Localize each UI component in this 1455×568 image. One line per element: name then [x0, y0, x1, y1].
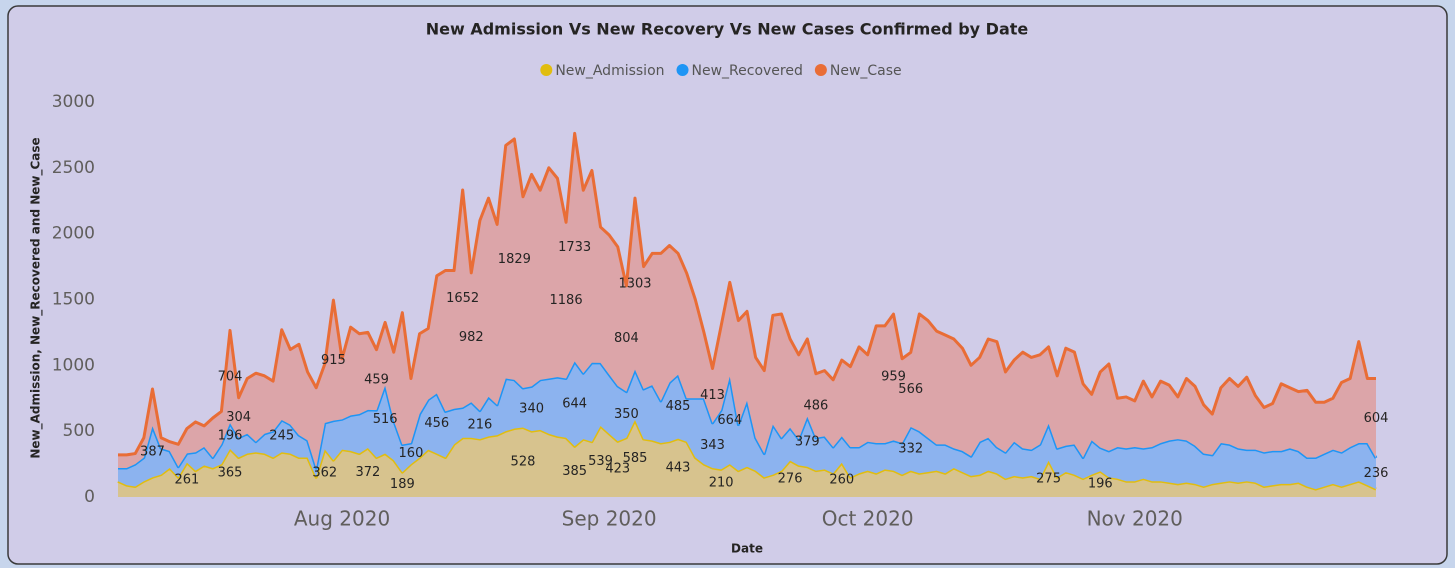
data-label: 160 — [399, 446, 424, 461]
legend-swatch — [540, 64, 553, 76]
data-label: 275 — [1036, 471, 1061, 486]
data-label: 566 — [898, 382, 923, 397]
data-label: 982 — [459, 330, 484, 345]
y-axis-label: New_Admission, New_Recovered and New_Cas… — [29, 137, 44, 458]
legend-swatch — [814, 64, 827, 76]
data-label: 196 — [1088, 477, 1113, 492]
data-label: 804 — [614, 331, 639, 346]
data-label: 210 — [709, 476, 734, 491]
legend-item: New_Admission — [540, 63, 665, 79]
legend-label: New_Case — [830, 63, 902, 79]
data-label: 1652 — [446, 291, 479, 306]
area-fill — [118, 133, 1376, 469]
data-label: 1303 — [618, 276, 651, 291]
data-label: 365 — [218, 465, 243, 480]
data-label: 216 — [467, 417, 492, 432]
data-label: 704 — [218, 369, 243, 384]
data-label: 245 — [269, 429, 294, 444]
data-label: 332 — [898, 441, 923, 456]
y-tick-label: 1500 — [52, 290, 95, 310]
x-tick-label: Oct 2020 — [822, 507, 914, 531]
plot-area — [117, 131, 1378, 497]
legend: New_Admission New_Recovered New_Case — [540, 63, 902, 79]
data-label: 413 — [700, 388, 725, 403]
data-label: 236 — [1364, 466, 1389, 481]
data-label: 456 — [424, 416, 449, 431]
data-label: 423 — [605, 462, 630, 477]
area-fill — [118, 361, 1376, 490]
data-label: 350 — [614, 407, 639, 422]
y-tick-label: 500 — [63, 421, 95, 441]
data-label: 585 — [623, 451, 648, 466]
data-label: 1733 — [558, 240, 591, 255]
data-label: 915 — [321, 353, 346, 368]
data-label: 189 — [390, 477, 415, 492]
x-axis-label: Date — [731, 542, 763, 556]
x-tick-label: Aug 2020 — [294, 507, 390, 531]
y-tick-label: 2500 — [52, 158, 95, 178]
data-label: 443 — [666, 460, 691, 475]
data-label: 261 — [175, 472, 200, 487]
data-label: 644 — [562, 396, 587, 411]
y-tick-label: 1000 — [52, 355, 95, 375]
data-label: 539 — [588, 454, 613, 469]
x-tick-label: Nov 2020 — [1087, 507, 1183, 531]
data-label: 959 — [881, 370, 906, 385]
data-label: 379 — [795, 434, 820, 449]
data-label: 372 — [355, 465, 380, 480]
legend-label: New_Recovered — [692, 63, 803, 79]
legend-swatch — [676, 64, 689, 76]
y-tick-label: 2000 — [52, 224, 95, 244]
y-tick-label: 0 — [84, 487, 95, 507]
data-label: 260 — [829, 472, 854, 487]
data-label: 485 — [666, 399, 691, 414]
data-label: 459 — [364, 372, 389, 387]
x-tick-label: Sep 2020 — [562, 507, 657, 531]
legend-label: New_Admission — [555, 63, 664, 79]
data-label: 1829 — [498, 252, 531, 267]
data-label: 304 — [226, 410, 251, 425]
data-label: 276 — [778, 471, 803, 486]
data-label: 528 — [511, 455, 536, 470]
y-tick-label: 3000 — [52, 92, 95, 112]
chart-title: New Admission Vs New Recovery Vs New Cas… — [426, 20, 1029, 39]
data-label: 486 — [804, 398, 829, 413]
legend-item: New_Recovered — [676, 63, 803, 79]
area-fill — [118, 419, 1376, 497]
data-label: 1186 — [550, 293, 583, 308]
data-label: 385 — [562, 464, 587, 479]
data-label: 340 — [519, 401, 544, 416]
data-label: 604 — [1364, 411, 1389, 426]
data-label: 516 — [373, 412, 398, 427]
data-label: 343 — [700, 438, 725, 453]
data-label: 362 — [312, 466, 337, 481]
legend-item: New_Case — [814, 63, 902, 79]
data-label: 387 — [140, 444, 165, 459]
data-label: 196 — [218, 429, 243, 444]
area-line — [118, 131, 1376, 457]
data-label: 664 — [717, 413, 742, 428]
